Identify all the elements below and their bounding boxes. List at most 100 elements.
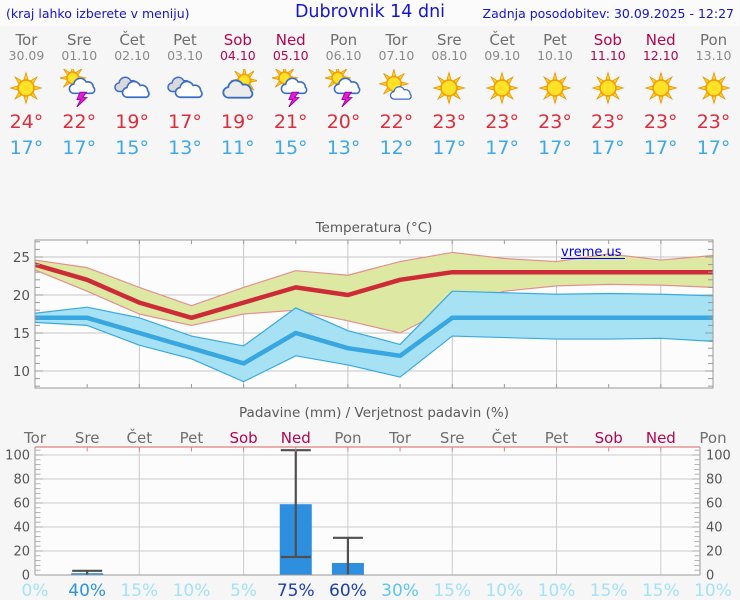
low-temp: 15° bbox=[273, 137, 308, 159]
day-date: 03.10 bbox=[167, 48, 203, 63]
svg-text:Sre: Sre bbox=[75, 429, 100, 447]
svg-text:Ned: Ned bbox=[646, 429, 676, 447]
svg-text:Pet: Pet bbox=[545, 429, 569, 447]
day-date: 04.10 bbox=[219, 48, 256, 63]
svg-text:60: 60 bbox=[706, 497, 723, 512]
day-column: Sre 01.10 22° 17° bbox=[53, 31, 106, 164]
day-name: Čet bbox=[489, 31, 515, 49]
precip-ticks bbox=[35, 449, 700, 571]
svg-text:Sob: Sob bbox=[595, 429, 623, 447]
precip-whiskers bbox=[72, 449, 363, 575]
day-column: Pon 13.10 23° 17° bbox=[687, 31, 740, 164]
day-name: Sre bbox=[436, 31, 462, 49]
day-column: Tor 07.10 22° 12° bbox=[370, 31, 423, 164]
sunny-icon bbox=[485, 70, 519, 105]
day-column: Čet 02.10 19° 15° bbox=[106, 31, 159, 164]
sunny-icon bbox=[538, 70, 572, 105]
day-name: Pon bbox=[699, 31, 728, 49]
sunny-icon bbox=[590, 70, 625, 105]
precip-probability: 30% bbox=[381, 581, 419, 600]
high-temp: 24° bbox=[9, 111, 44, 133]
thunder-sun-icon bbox=[60, 68, 96, 107]
precip-probability: 40% bbox=[68, 581, 106, 600]
svg-text:0: 0 bbox=[22, 569, 30, 584]
low-temp: 13° bbox=[168, 137, 202, 159]
high-temp: 23° bbox=[696, 111, 731, 133]
svg-text:Tor: Tor bbox=[388, 429, 412, 447]
thunder-sun-icon bbox=[324, 68, 360, 107]
day-name: Tor bbox=[385, 31, 408, 49]
sunny-icon bbox=[9, 70, 44, 105]
precip-probability: 5% bbox=[230, 581, 257, 600]
precip-probability: 15% bbox=[590, 581, 628, 600]
day-column: Pet 10.10 23° 17° bbox=[529, 31, 582, 164]
day-name: Tor bbox=[15, 31, 38, 49]
precipitation-chart: 100 100 80 80 60 60 40 40 20 20 0 0 Padavine (mm) / … bbox=[5, 405, 732, 600]
temperature-chart: 25 20 15 10 Temperatura (°C) vreme.us bbox=[13, 220, 714, 389]
day-date: 01.10 bbox=[61, 48, 98, 63]
svg-text:20: 20 bbox=[706, 545, 723, 560]
precip-probability: 15% bbox=[642, 581, 680, 600]
precip-chart-title: Padavine (mm) / Verjetnost padavin (%) bbox=[239, 405, 509, 421]
precip-probability: 10% bbox=[694, 581, 732, 600]
day-date: 02.10 bbox=[114, 48, 151, 63]
svg-text:10: 10 bbox=[13, 364, 30, 380]
high-temp: 22° bbox=[379, 111, 414, 133]
precip-probability: 10% bbox=[538, 581, 576, 600]
day-column: Ned 05.10 21° 15° bbox=[264, 31, 317, 164]
day-date: 13.10 bbox=[695, 48, 732, 63]
high-temp: 19° bbox=[115, 111, 149, 133]
sunny-icon bbox=[432, 70, 467, 105]
svg-text:Sre: Sre bbox=[440, 429, 465, 447]
svg-text:80: 80 bbox=[13, 473, 30, 488]
precip-plot: 100 100 80 80 60 60 40 40 20 20 0 0 bbox=[5, 446, 731, 584]
partly-cloudy-icon bbox=[222, 68, 257, 99]
low-temp: 17° bbox=[485, 137, 519, 159]
low-temp: 17° bbox=[9, 137, 44, 159]
high-temp: 19° bbox=[221, 111, 255, 133]
svg-text:Ned: Ned bbox=[281, 429, 311, 447]
svg-text:15: 15 bbox=[13, 326, 30, 342]
svg-text:60: 60 bbox=[13, 497, 30, 512]
low-temp: 17° bbox=[643, 137, 678, 159]
location-hint: (kraj lahko izberete v meniju) bbox=[6, 6, 190, 21]
day-date: 09.10 bbox=[484, 48, 521, 63]
day-date: 11.10 bbox=[589, 48, 626, 63]
high-temp: 20° bbox=[326, 111, 361, 133]
low-temp: 13° bbox=[326, 137, 361, 159]
svg-text:0: 0 bbox=[706, 569, 714, 584]
precip-probability: 10% bbox=[485, 581, 523, 600]
sunny-icon bbox=[696, 70, 731, 105]
svg-text:25: 25 bbox=[13, 250, 30, 266]
day-name: Sob bbox=[223, 31, 252, 49]
high-temp: 23° bbox=[485, 111, 519, 133]
precip-probability-labels: 0% 40% 15% 10% 5% 75% 60% 30% 15% 10% 10% 15% 15% 10% bbox=[22, 581, 732, 600]
day-date: 30.09 bbox=[8, 48, 45, 63]
svg-text:100: 100 bbox=[5, 449, 30, 464]
day-name: Sob bbox=[593, 31, 622, 49]
high-temp: 23° bbox=[643, 111, 678, 133]
high-temp: 23° bbox=[432, 111, 467, 133]
page-header: (kraj lahko izberete v meniju) Dubrovnik… bbox=[0, 0, 740, 26]
high-temp: 23° bbox=[538, 111, 572, 133]
cloudy-icon bbox=[114, 76, 150, 98]
precip-probability: 15% bbox=[120, 581, 158, 600]
watermark-link[interactable]: vreme.us bbox=[561, 245, 622, 260]
low-temp: 17° bbox=[432, 137, 467, 159]
temp-y-labels: 25 20 15 10 bbox=[13, 250, 30, 380]
day-column: Pon 06.10 20° 13° bbox=[317, 31, 370, 164]
svg-text:100: 100 bbox=[706, 449, 731, 464]
precip-probability: 0% bbox=[22, 581, 49, 600]
svg-text:40: 40 bbox=[706, 521, 723, 536]
day-name: Sre bbox=[66, 31, 92, 49]
day-date: 07.10 bbox=[378, 48, 415, 63]
day-date: 06.10 bbox=[325, 48, 362, 63]
day-column: Sob 11.10 23° 17° bbox=[581, 31, 634, 164]
day-name: Ned bbox=[645, 31, 676, 49]
sunny-icon bbox=[643, 70, 678, 105]
day-name: Pet bbox=[173, 31, 197, 49]
high-temp: 17° bbox=[168, 111, 202, 133]
svg-text:20: 20 bbox=[13, 545, 30, 560]
svg-text:Pon: Pon bbox=[699, 429, 726, 447]
high-temp: 21° bbox=[273, 111, 308, 133]
